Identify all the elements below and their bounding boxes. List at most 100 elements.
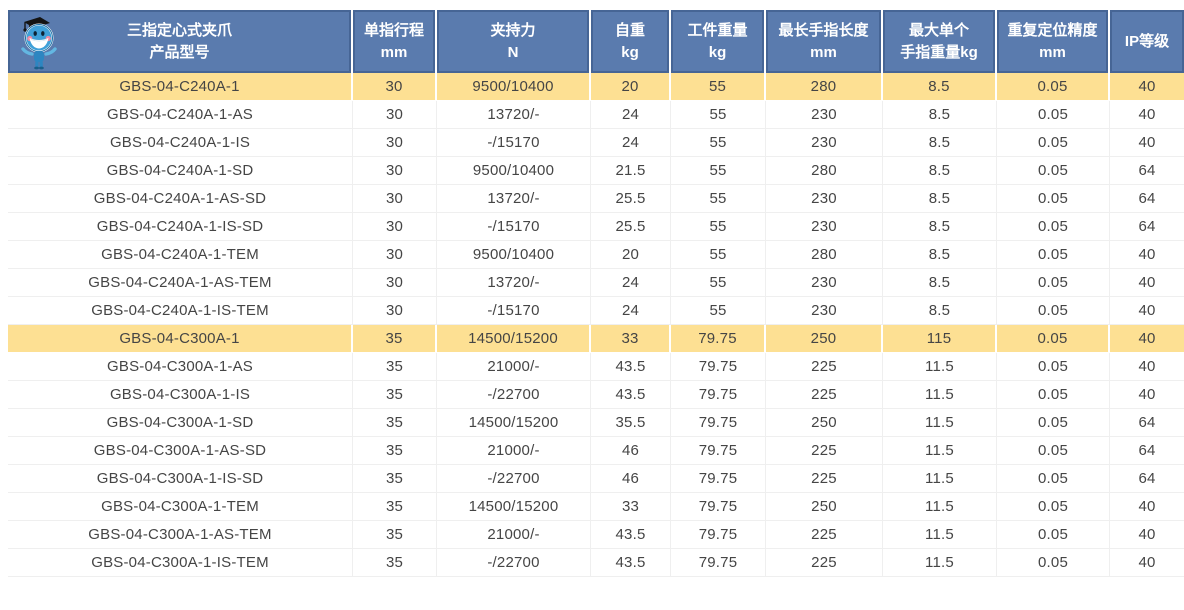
cell-finger_length: 230 [766, 213, 883, 241]
cell-self_weight: 20 [591, 241, 671, 269]
cell-precision: 0.05 [997, 129, 1110, 157]
cell-self_weight: 25.5 [591, 185, 671, 213]
table-row: GBS-04-C240A-1-AS-TEM 30 13720/- 24 55 230 8.5… [8, 269, 1184, 297]
cell-model: GBS-04-C300A-1-AS-SD [8, 437, 353, 465]
cell-precision: 0.05 [997, 101, 1110, 129]
cell-finger_length: 230 [766, 101, 883, 129]
cell-workpiece_weight: 55 [671, 101, 766, 129]
cell-ip: 40 [1110, 325, 1184, 353]
cell-force: -/22700 [437, 549, 591, 577]
cell-stroke: 30 [353, 269, 437, 297]
table-header-row: 三指定心式夹爪 产品型号 单指行程 mm 夹持力 N 自重 kg 工件重量 kg 最长手指… [8, 10, 1184, 73]
column-header-force: 夹持力 N [437, 10, 591, 73]
cell-stroke: 30 [353, 241, 437, 269]
cell-finger_weight: 8.5 [883, 101, 997, 129]
cell-precision: 0.05 [997, 409, 1110, 437]
column-header-self_weight: 自重 kg [591, 10, 671, 73]
cell-force: 21000/- [437, 353, 591, 381]
cell-model: GBS-04-C300A-1-SD [8, 409, 353, 437]
cell-finger_weight: 8.5 [883, 73, 997, 101]
cell-stroke: 35 [353, 521, 437, 549]
cell-precision: 0.05 [997, 549, 1110, 577]
cell-workpiece_weight: 79.75 [671, 437, 766, 465]
cell-stroke: 35 [353, 437, 437, 465]
cell-force: 9500/10400 [437, 157, 591, 185]
table-row: GBS-04-C240A-1-IS 30 -/15170 24 55 230 8.5 0.05… [8, 129, 1184, 157]
cell-ip: 40 [1110, 297, 1184, 325]
cell-finger_weight: 8.5 [883, 241, 997, 269]
cell-force: 14500/15200 [437, 409, 591, 437]
cell-self_weight: 25.5 [591, 213, 671, 241]
cell-ip: 64 [1110, 465, 1184, 493]
cell-force: -/22700 [437, 381, 591, 409]
cell-force: 14500/15200 [437, 493, 591, 521]
cell-finger_length: 280 [766, 73, 883, 101]
table-row: GBS-04-C240A-1-AS-SD 30 13720/- 25.5 55 230 8.… [8, 185, 1184, 213]
cell-finger_weight: 11.5 [883, 521, 997, 549]
column-header-ip: IP等级 [1110, 10, 1184, 73]
cell-force: -/15170 [437, 213, 591, 241]
cell-finger_weight: 11.5 [883, 353, 997, 381]
cell-model: GBS-04-C240A-1-SD [8, 157, 353, 185]
cell-self_weight: 43.5 [591, 521, 671, 549]
cell-precision: 0.05 [997, 493, 1110, 521]
cell-force: 13720/- [437, 185, 591, 213]
cell-finger_length: 225 [766, 381, 883, 409]
table-row: GBS-04-C240A-1 30 9500/10400 20 55 280 8.5 0.05… [8, 73, 1184, 101]
cell-model: GBS-04-C240A-1-IS [8, 129, 353, 157]
cell-finger_weight: 8.5 [883, 269, 997, 297]
cell-workpiece_weight: 55 [671, 73, 766, 101]
cell-model: GBS-04-C300A-1-IS [8, 381, 353, 409]
cell-self_weight: 24 [591, 101, 671, 129]
column-header-stroke: 单指行程 mm [353, 10, 437, 73]
cell-stroke: 30 [353, 73, 437, 101]
cell-finger_weight: 11.5 [883, 409, 997, 437]
column-header-precision: 重复定位精度 mm [997, 10, 1110, 73]
cell-self_weight: 43.5 [591, 353, 671, 381]
cell-precision: 0.05 [997, 465, 1110, 493]
cell-finger_weight: 11.5 [883, 549, 997, 577]
cell-finger_length: 225 [766, 353, 883, 381]
cell-precision: 0.05 [997, 381, 1110, 409]
cell-model: GBS-04-C300A-1-AS [8, 353, 353, 381]
table-row: GBS-04-C240A-1-IS-SD 30 -/15170 25.5 55 230 8.… [8, 213, 1184, 241]
cell-self_weight: 21.5 [591, 157, 671, 185]
cell-workpiece_weight: 79.75 [671, 493, 766, 521]
cell-stroke: 30 [353, 297, 437, 325]
table-row: GBS-04-C300A-1-IS-TEM 35 -/22700 43.5 79.75 2… [8, 549, 1184, 577]
cell-precision: 0.05 [997, 521, 1110, 549]
cell-finger_length: 230 [766, 185, 883, 213]
cell-force: 21000/- [437, 437, 591, 465]
cell-finger_length: 250 [766, 325, 883, 353]
cell-finger_length: 280 [766, 241, 883, 269]
cell-stroke: 35 [353, 549, 437, 577]
cell-precision: 0.05 [997, 325, 1110, 353]
cell-workpiece_weight: 55 [671, 185, 766, 213]
table-row: GBS-04-C240A-1-SD 30 9500/10400 21.5 55 280 8.… [8, 157, 1184, 185]
cell-workpiece_weight: 55 [671, 269, 766, 297]
cell-finger_length: 225 [766, 465, 883, 493]
cell-finger_weight: 8.5 [883, 185, 997, 213]
cell-force: -/15170 [437, 297, 591, 325]
cell-finger_length: 280 [766, 157, 883, 185]
cell-force: -/22700 [437, 465, 591, 493]
cell-self_weight: 24 [591, 297, 671, 325]
cell-precision: 0.05 [997, 353, 1110, 381]
table-row: GBS-04-C300A-1-AS-TEM 35 21000/- 43.5 79.75 2… [8, 521, 1184, 549]
cell-finger_length: 250 [766, 493, 883, 521]
cell-workpiece_weight: 79.75 [671, 353, 766, 381]
cell-finger_weight: 11.5 [883, 465, 997, 493]
cell-workpiece_weight: 79.75 [671, 381, 766, 409]
cell-finger_weight: 8.5 [883, 213, 997, 241]
cell-model: GBS-04-C240A-1-TEM [8, 241, 353, 269]
cell-workpiece_weight: 55 [671, 213, 766, 241]
cell-finger_weight: 8.5 [883, 129, 997, 157]
cell-finger_weight: 11.5 [883, 437, 997, 465]
cell-finger_length: 230 [766, 269, 883, 297]
cell-finger_weight: 11.5 [883, 493, 997, 521]
cell-precision: 0.05 [997, 213, 1110, 241]
cell-self_weight: 43.5 [591, 549, 671, 577]
table-row: GBS-04-C300A-1-AS-SD 35 21000/- 46 79.75 225 1… [8, 437, 1184, 465]
cell-self_weight: 33 [591, 493, 671, 521]
